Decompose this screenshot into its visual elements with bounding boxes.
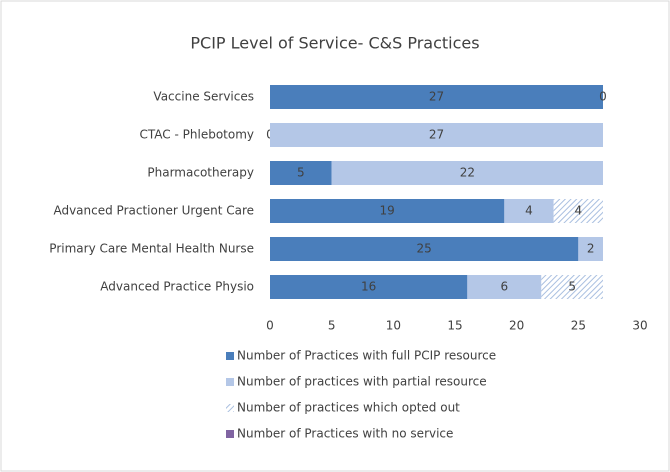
value-label: 27 — [429, 128, 444, 142]
legend-label: Number of Practices with full PCIP resou… — [237, 349, 496, 363]
bar — [578, 237, 603, 261]
y-tick-label: Vaccine Services — [153, 90, 254, 104]
y-tick-label: Advanced Practice Physio — [100, 280, 254, 294]
value-label: 5 — [297, 166, 305, 180]
chart-title: PCIP Level of Service- C&S Practices — [190, 34, 479, 53]
x-tick-label: 10 — [386, 319, 401, 333]
value-label: 6 — [501, 280, 509, 294]
legend-swatch — [226, 404, 234, 412]
legend-label: Number of practices which opted out — [237, 401, 460, 415]
value-label: 5 — [568, 280, 576, 294]
value-label: 4 — [575, 204, 583, 218]
bar — [270, 237, 579, 261]
bar — [270, 161, 332, 185]
bar — [331, 161, 603, 185]
legend-swatch — [226, 378, 234, 386]
legend-label: Number of Practices with no service — [237, 427, 453, 441]
x-tick-label: 15 — [447, 319, 462, 333]
bar — [467, 275, 542, 299]
x-tick-label: 25 — [571, 319, 586, 333]
bar — [541, 275, 603, 299]
legend-label: Number of practices with partial resourc… — [237, 375, 487, 389]
bar — [270, 123, 603, 147]
value-label: 0 — [599, 90, 607, 104]
bar — [270, 275, 468, 299]
value-label: 22 — [460, 166, 475, 180]
x-tick-label: 30 — [632, 319, 647, 333]
y-tick-label: Primary Care Mental Health Nurse — [49, 242, 254, 256]
value-label: 16 — [361, 280, 376, 294]
value-label: 25 — [417, 242, 432, 256]
bar — [270, 199, 505, 223]
legend-swatch — [226, 352, 234, 360]
value-label: 19 — [380, 204, 395, 218]
value-label: 2 — [587, 242, 595, 256]
y-tick-label: Pharmacotherapy — [147, 166, 254, 180]
value-label: 4 — [525, 204, 533, 218]
x-tick-label: 20 — [509, 319, 524, 333]
y-tick-label: CTAC - Phlebotomy — [140, 128, 254, 142]
y-tick-label: Advanced Practioner Urgent Care — [53, 204, 254, 218]
x-tick-label: 5 — [328, 319, 336, 333]
value-label: 27 — [429, 90, 444, 104]
legend-swatch — [226, 430, 234, 438]
bar — [270, 85, 603, 109]
bar — [504, 199, 554, 223]
x-tick-label: 0 — [266, 319, 274, 333]
bar — [553, 199, 603, 223]
